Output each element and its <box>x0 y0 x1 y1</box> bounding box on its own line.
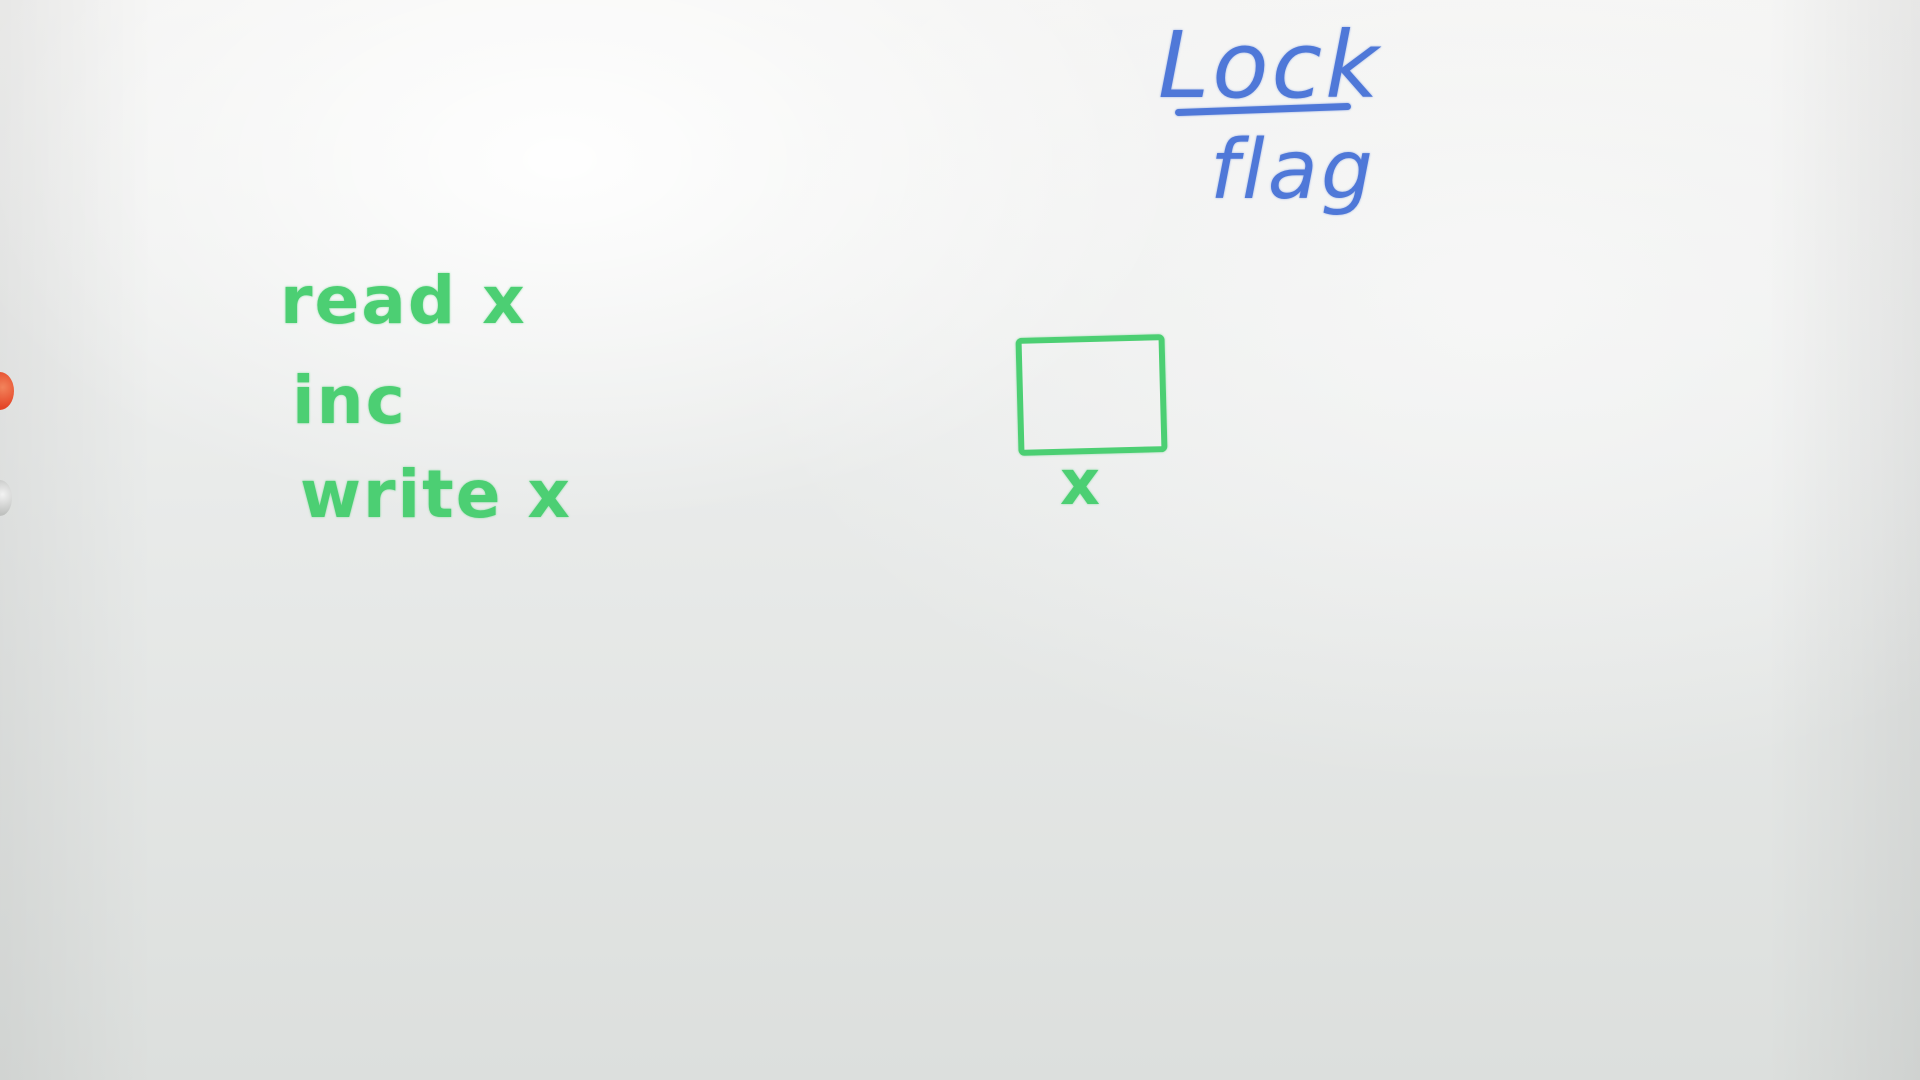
note-inc: inc <box>292 362 407 439</box>
lock-word: Lock <box>1158 12 1382 119</box>
note-write-x: write x <box>300 456 573 533</box>
flag-word: flag <box>1210 123 1376 218</box>
white-magnet <box>0 480 12 516</box>
note-read-x: read x <box>280 262 527 339</box>
variable-box-label: x <box>1060 446 1102 519</box>
red-magnet <box>0 372 14 410</box>
variable-box <box>1015 334 1168 456</box>
